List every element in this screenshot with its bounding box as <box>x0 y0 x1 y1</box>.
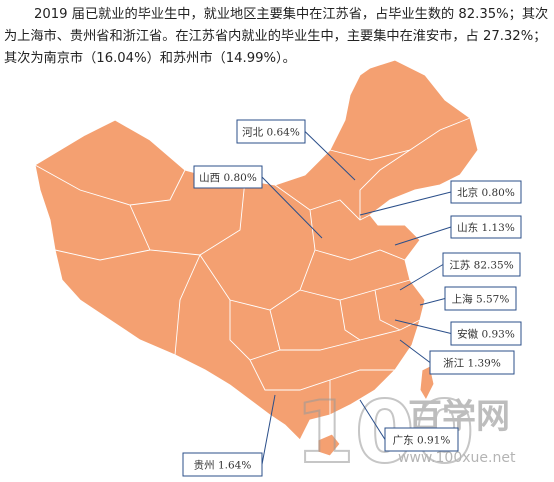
callout-label: 安徽 0.93% <box>457 328 515 341</box>
hainan <box>317 433 341 457</box>
leader-line <box>359 399 386 440</box>
callout-box <box>182 452 263 477</box>
callout-box <box>450 180 522 204</box>
callout-label: 贵州 1.64% <box>194 459 252 472</box>
callout-label: 山西 0.80% <box>199 172 257 184</box>
leader-line <box>359 191 452 216</box>
callout-box <box>444 286 517 311</box>
leader-line <box>399 264 444 291</box>
paragraph: 2019 届已就业的毕业生中，就业地区主要集中在江苏省，占毕业生数的 82.35… <box>4 7 549 66</box>
leader-line <box>394 226 452 246</box>
watermark-url: www.100xue.net <box>398 450 516 466</box>
callout-box <box>429 350 515 375</box>
callout-label: 山东 1.13% <box>457 221 515 234</box>
leader-line <box>304 131 356 181</box>
callout-label: 浙江 1.39% <box>443 358 501 370</box>
callout-label: 广东 0.91% <box>393 434 451 447</box>
province-borders <box>34 117 471 415</box>
leader-line <box>394 319 452 334</box>
callout-label: 上海 5.57% <box>452 293 510 306</box>
leader-line <box>419 298 446 306</box>
callout-box <box>450 321 522 346</box>
callout-label: 河北 0.64% <box>242 127 300 139</box>
callout-label: 江苏 82.35% <box>449 259 513 272</box>
callouts: 河北 0.64% 山西 0.80% 北京 0.80% 山东 1.13% 江苏 82.35… <box>182 119 522 477</box>
callout-box <box>236 119 306 144</box>
leader-line <box>399 339 431 363</box>
callout-box <box>193 165 263 189</box>
leader-line <box>261 176 323 239</box>
callout-box <box>450 215 522 239</box>
leader-line <box>261 394 276 465</box>
china-map <box>34 59 479 457</box>
callout-label: 北京 0.80% <box>457 186 515 199</box>
callout-box <box>384 427 459 452</box>
callout-box <box>442 252 521 277</box>
